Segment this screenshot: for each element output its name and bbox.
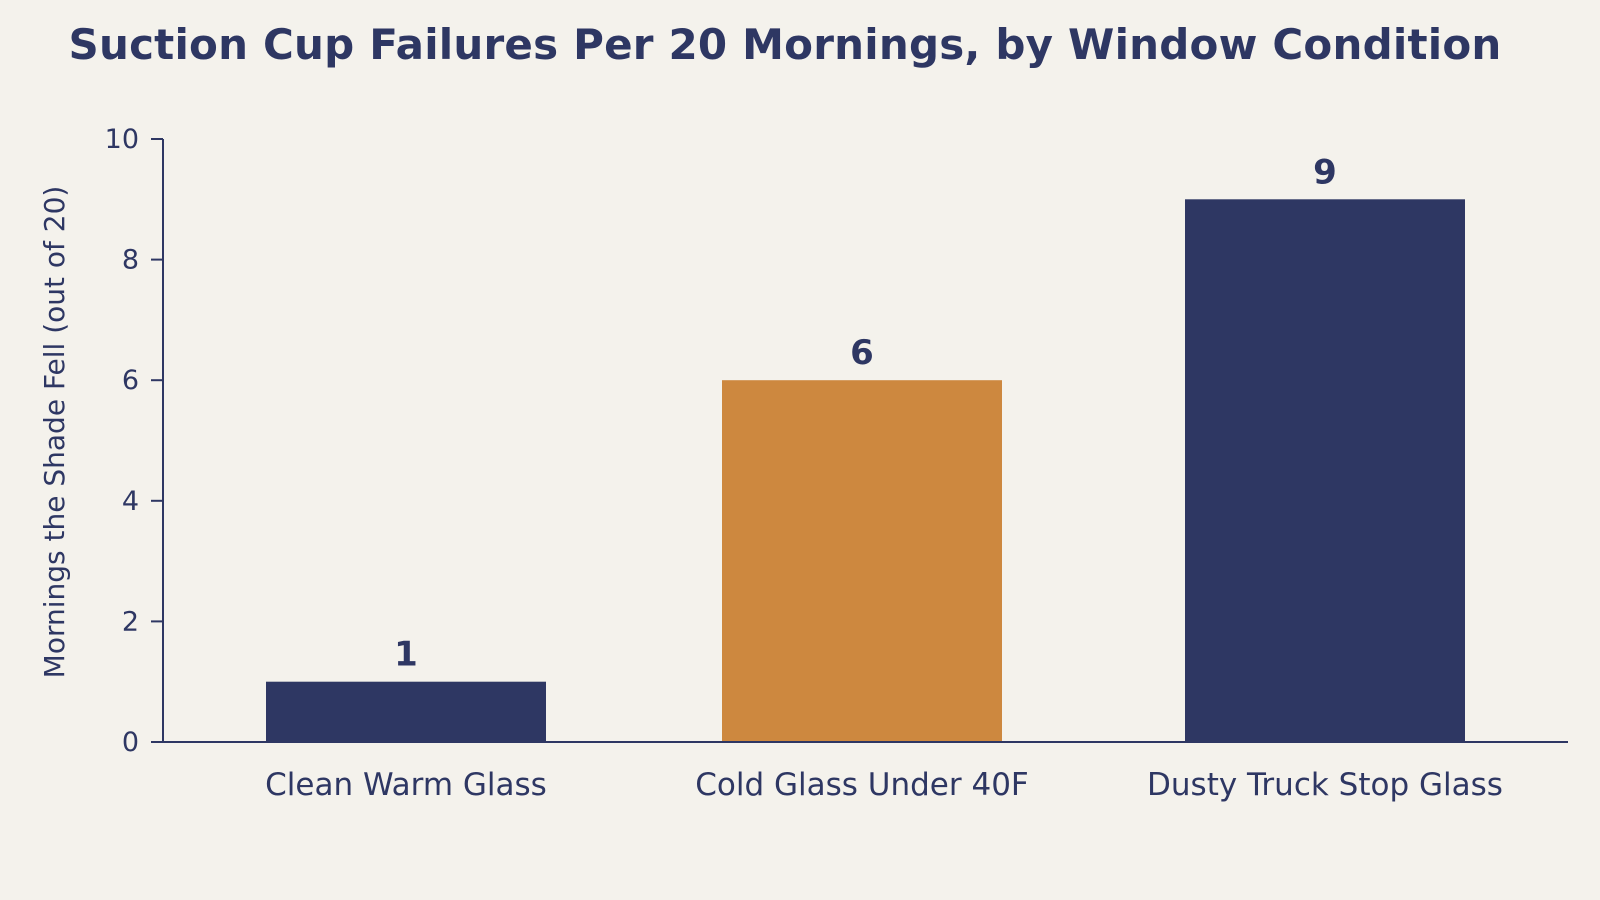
bar-value-label: 1 — [394, 635, 418, 675]
bar-value-label: 6 — [850, 333, 874, 373]
y-axis-title: Mornings the Shade Fell (out of 20) — [38, 186, 71, 679]
y-axis-ticks: 0 2 4 6 8 10 — [105, 124, 163, 758]
x-axis-labels: Clean Warm Glass Cold Glass Under 40F Dust… — [265, 767, 1503, 803]
y-tick-label: 0 — [122, 727, 139, 758]
y-tick-label: 8 — [122, 245, 139, 276]
x-tick-label: Cold Glass Under 40F — [695, 767, 1029, 803]
y-tick-label: 6 — [122, 365, 139, 396]
x-tick-label: Clean Warm Glass — [265, 767, 547, 803]
value-labels: 1 6 9 — [394, 152, 1337, 674]
x-tick-label: Dusty Truck Stop Glass — [1147, 767, 1503, 803]
y-tick-label: 4 — [122, 486, 139, 517]
bar — [722, 380, 1002, 742]
bar — [1185, 199, 1465, 743]
bar-value-label: 9 — [1313, 152, 1337, 192]
y-tick-label: 2 — [122, 606, 139, 637]
bars — [266, 199, 1465, 743]
y-tick-label: 10 — [105, 124, 139, 155]
bar — [266, 681, 546, 742]
chart-title: Suction Cup Failures Per 20 Mornings, by… — [68, 20, 1502, 69]
